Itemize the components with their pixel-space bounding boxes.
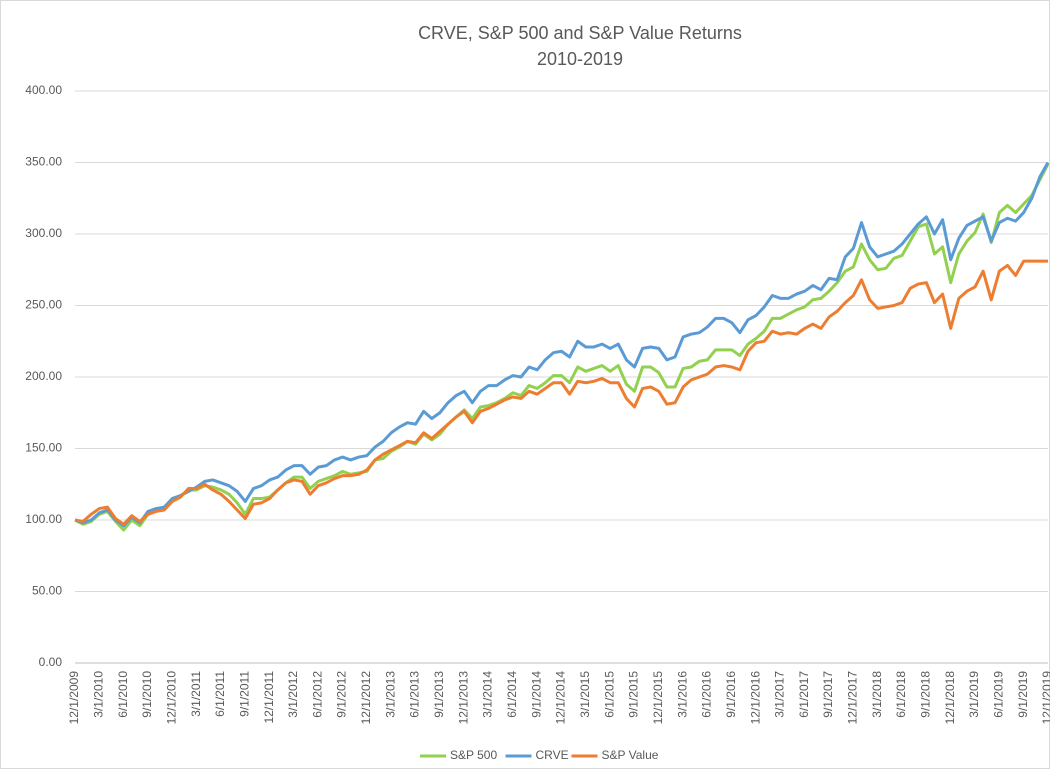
x-tick-label: 3/1/2015 bbox=[578, 671, 592, 718]
x-tick-label: 9/1/2018 bbox=[919, 671, 933, 718]
x-tick-label: 12/1/2011 bbox=[262, 671, 276, 724]
x-tick-label: 9/1/2011 bbox=[237, 671, 251, 717]
x-tick-label: 3/1/2017 bbox=[773, 671, 787, 718]
x-tick-label: 3/1/2010 bbox=[91, 671, 105, 718]
y-tick-label: 400.00 bbox=[25, 83, 62, 97]
y-tick-label: 150.00 bbox=[25, 441, 62, 455]
x-tick-label: 3/1/2012 bbox=[286, 671, 300, 718]
x-tick-label: 6/1/2018 bbox=[894, 671, 908, 718]
x-tick-label: 12/1/2014 bbox=[554, 671, 568, 725]
chart-subtitle: 2010-2019 bbox=[537, 49, 623, 69]
x-tick-label: 3/1/2018 bbox=[870, 671, 884, 718]
x-tick-label: 6/1/2010 bbox=[116, 671, 130, 718]
x-tick-label: 12/1/2019 bbox=[1040, 671, 1050, 725]
series-line bbox=[74, 163, 1050, 532]
x-tick-label: 12/1/2018 bbox=[943, 671, 957, 725]
legend-label: S&P Value bbox=[602, 748, 659, 762]
legend-label: S&P 500 bbox=[450, 748, 497, 762]
x-tick-label: 9/1/2013 bbox=[432, 671, 446, 718]
x-tick-label: 6/1/2013 bbox=[408, 671, 422, 718]
x-tick-label: 12/1/2012 bbox=[359, 671, 373, 725]
x-tick-label: 9/1/2012 bbox=[335, 671, 349, 718]
legend-label: CRVE bbox=[536, 748, 569, 762]
x-tick-label: 3/1/2011 bbox=[189, 671, 203, 717]
x-tick-label: 12/1/2015 bbox=[651, 671, 665, 725]
series-line bbox=[74, 259, 1048, 526]
x-tick-label: 3/1/2019 bbox=[967, 671, 981, 718]
y-tick-label: 100.00 bbox=[25, 512, 62, 526]
x-tick-label: 12/1/2013 bbox=[456, 671, 470, 725]
x-tick-label: 6/1/2016 bbox=[700, 671, 714, 718]
x-tick-label: 3/1/2014 bbox=[481, 671, 495, 718]
x-tick-label: 3/1/2013 bbox=[383, 671, 397, 718]
x-tick-label: 6/1/2017 bbox=[797, 671, 811, 718]
series-line bbox=[74, 161, 1050, 528]
x-tick-label: 6/1/2014 bbox=[505, 671, 519, 718]
x-tick-label: 9/1/2019 bbox=[1016, 671, 1030, 718]
x-tick-label: 9/1/2015 bbox=[627, 671, 641, 718]
x-tick-label: 6/1/2011 bbox=[213, 671, 227, 717]
x-tick-label: 3/1/2016 bbox=[675, 671, 689, 718]
y-tick-label: 50.00 bbox=[32, 584, 62, 598]
x-tick-label: 6/1/2019 bbox=[992, 671, 1006, 718]
y-tick-label: 250.00 bbox=[25, 298, 62, 312]
x-tick-label: 6/1/2012 bbox=[310, 671, 324, 718]
x-tick-label: 9/1/2010 bbox=[140, 671, 154, 718]
y-tick-label: 0.00 bbox=[39, 655, 63, 669]
x-tick-label: 12/1/2016 bbox=[748, 671, 762, 725]
y-tick-label: 200.00 bbox=[25, 369, 62, 383]
x-tick-label: 9/1/2014 bbox=[529, 671, 543, 718]
y-tick-label: 300.00 bbox=[25, 226, 62, 240]
x-tick-label: 6/1/2015 bbox=[602, 671, 616, 718]
chart-title: CRVE, S&P 500 and S&P Value Returns bbox=[418, 23, 742, 43]
y-tick-label: 350.00 bbox=[25, 155, 62, 169]
x-tick-label: 12/1/2017 bbox=[846, 671, 860, 725]
x-tick-label: 12/1/2009 bbox=[67, 671, 81, 725]
x-tick-label: 9/1/2017 bbox=[821, 671, 835, 718]
x-tick-label: 12/1/2010 bbox=[164, 671, 178, 725]
x-tick-label: 9/1/2016 bbox=[724, 671, 738, 718]
